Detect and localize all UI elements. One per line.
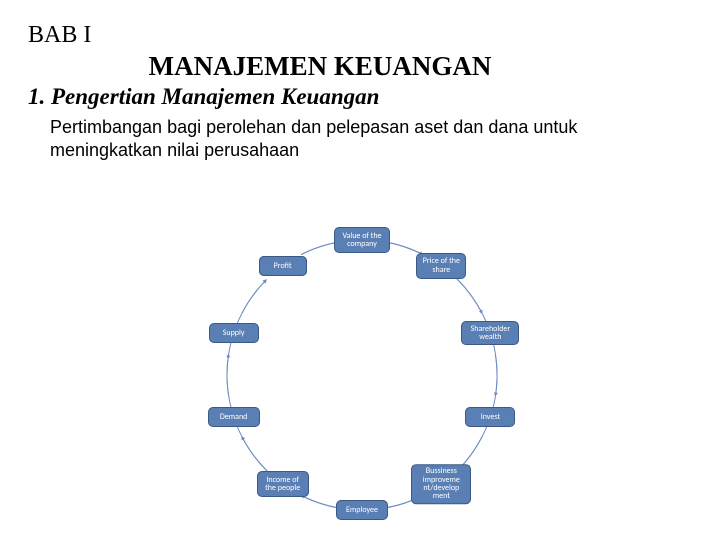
cycle-arrow-income-to-demand [242, 437, 266, 471]
cycle-arrow-supply-to-sales [242, 280, 266, 314]
cycle-arrow-employee-to-income [301, 496, 340, 509]
cycle-arrow-invest-to-bizimp [458, 437, 482, 471]
cycle-arrow-profit-to-value [301, 242, 340, 255]
cycle-arrow-sales-to-profit [227, 240, 497, 510]
cycle-arrow-bizimp-to-employee [384, 496, 423, 509]
cycle-arrows [0, 0, 720, 540]
cycle-arrow-price-to-shareholder [458, 280, 482, 314]
cycle-arrow-value-to-price [384, 242, 423, 255]
